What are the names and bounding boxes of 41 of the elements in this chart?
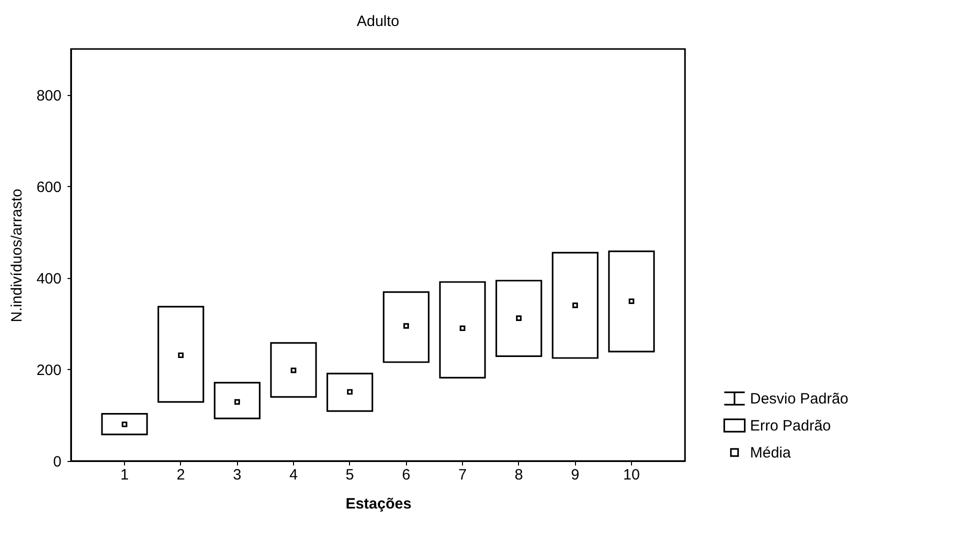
x-tick-label: 9 — [570, 466, 580, 484]
bar — [608, 250, 655, 352]
point — [122, 422, 128, 428]
point — [628, 298, 634, 304]
x-tick-label: 5 — [346, 466, 354, 484]
x-tick-label: 6 — [402, 466, 410, 484]
x-tick-label: 2 — [176, 466, 186, 484]
x-tick-label: 7 — [458, 466, 467, 484]
y-tick-label: 200 — [36, 362, 62, 379]
y-tick-label: 600 — [36, 178, 62, 196]
bar — [101, 413, 148, 436]
bar — [158, 306, 204, 403]
bar — [326, 372, 374, 412]
x-axis-title: Estações — [346, 496, 412, 512]
bar — [495, 280, 542, 357]
point — [290, 368, 296, 374]
point — [234, 399, 240, 405]
legend-label: Desvio Padrão — [750, 390, 848, 408]
point — [178, 352, 184, 358]
legend-label: Erro Padrão — [750, 418, 831, 434]
x-tick-label: 1 — [120, 466, 129, 484]
x-tick-label: 8 — [514, 466, 523, 484]
point — [460, 325, 466, 332]
legend-label: Média — [750, 444, 792, 462]
y-tick-label: 0 — [53, 454, 62, 470]
bar — [270, 342, 317, 398]
point — [516, 315, 522, 321]
y-axis-title: N.indivíduos/arrasto — [8, 188, 26, 322]
y-tick-label: 400 — [36, 270, 62, 288]
y-tick-label: 800 — [36, 87, 62, 104]
x-tick-label: 3 — [233, 466, 242, 484]
bar — [214, 382, 261, 420]
chart-title: Adulto — [356, 13, 400, 30]
bar — [439, 281, 486, 378]
point — [403, 323, 409, 329]
bar — [382, 291, 430, 363]
point — [572, 302, 578, 308]
x-tick-label: 10 — [623, 466, 640, 484]
x-tick-label: 4 — [289, 466, 298, 484]
point — [347, 389, 353, 395]
bar — [552, 252, 598, 359]
